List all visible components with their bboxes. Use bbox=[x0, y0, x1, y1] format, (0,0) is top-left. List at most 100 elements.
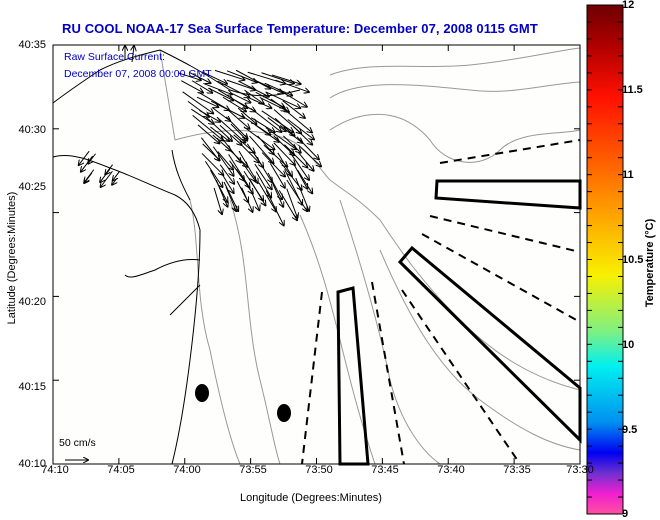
y-tick-label: 40:25 bbox=[18, 181, 46, 193]
y-tick-label: 40:15 bbox=[18, 381, 46, 393]
current-vector-icon bbox=[271, 182, 283, 207]
current-vector-icon bbox=[249, 135, 274, 163]
current-vector-icon bbox=[132, 46, 134, 63]
x-tick-label: 73:55 bbox=[239, 464, 267, 476]
colorbar-tick-label: 10.5 bbox=[622, 254, 644, 266]
current-vector-icon bbox=[225, 186, 236, 211]
current-vector-icon bbox=[269, 163, 285, 187]
current-vector-icon bbox=[202, 143, 220, 160]
separation-zone-line bbox=[429, 215, 581, 253]
current-timestamp: December 07, 2008 00:00 GMT bbox=[64, 68, 212, 80]
current-vector-icon bbox=[210, 126, 229, 141]
current-vector-icon bbox=[241, 187, 253, 212]
chart-title: RU COOL NOAA-17 Sea Surface Temperature:… bbox=[62, 21, 538, 36]
current-vector-icon bbox=[226, 70, 257, 83]
bathymetry-contour bbox=[329, 81, 581, 99]
current-vector-icon bbox=[100, 168, 111, 182]
separation-zone-line bbox=[421, 233, 581, 323]
current-vector-icon bbox=[254, 163, 272, 189]
current-vector-icon bbox=[225, 145, 248, 166]
current-vector-icon bbox=[267, 117, 286, 132]
x-tick-label: 74:00 bbox=[173, 464, 201, 476]
current-vector-icon bbox=[84, 169, 95, 183]
colorbar-tick-label: 9 bbox=[622, 508, 629, 520]
current-vector-icon bbox=[79, 150, 90, 165]
current-vector-icon bbox=[271, 74, 301, 84]
current-vector-icon bbox=[187, 100, 209, 117]
axis-ticks bbox=[53, 45, 580, 464]
plot-area bbox=[53, 45, 580, 464]
current-vector-icon bbox=[197, 124, 219, 143]
current-vector-icon bbox=[214, 69, 245, 79]
separation-zone-line bbox=[401, 289, 521, 465]
current-vector-icon bbox=[230, 92, 251, 103]
coast-segment bbox=[124, 259, 201, 278]
current-vector-icon bbox=[292, 161, 308, 189]
current-vector-icon bbox=[298, 144, 321, 166]
x-tick-label: 73:30 bbox=[566, 464, 594, 476]
current-vector-icon bbox=[295, 177, 309, 211]
bathymetry-contour bbox=[229, 199, 281, 465]
bathymetry-contour bbox=[189, 199, 241, 465]
y-tick-label: 40:10 bbox=[18, 458, 46, 470]
y-tick-label: 40:35 bbox=[18, 39, 46, 51]
coast-segment bbox=[169, 284, 201, 316]
current-vector-icon bbox=[273, 142, 295, 165]
current-vector-icon bbox=[255, 80, 283, 94]
current-vector-icon bbox=[222, 96, 246, 111]
current-vector-icon bbox=[113, 171, 120, 181]
current-vector-icon bbox=[215, 179, 227, 207]
current-vector-icon bbox=[284, 144, 307, 168]
current-vector-icon bbox=[219, 164, 234, 184]
current-vector-icon bbox=[196, 96, 218, 107]
current-vector-icon bbox=[248, 178, 265, 205]
current-vector-icon bbox=[220, 136, 241, 163]
current-vector-icon bbox=[236, 169, 253, 193]
current-vector-icon bbox=[208, 87, 233, 100]
current-vector-icon bbox=[88, 153, 96, 164]
current-vector-icon bbox=[199, 109, 220, 121]
bathymetry-contour bbox=[379, 249, 581, 451]
bathymetry-contour bbox=[329, 47, 581, 76]
current-vector-icon bbox=[265, 190, 284, 225]
current-vector-icon bbox=[217, 151, 233, 169]
current-vector-icon bbox=[191, 80, 212, 93]
bathymetry-contour bbox=[159, 49, 176, 141]
buoy-marker[interactable] bbox=[277, 404, 291, 422]
current-vector-icon bbox=[241, 161, 256, 181]
current-vector-icon bbox=[244, 89, 264, 104]
current-vector-icon bbox=[274, 117, 294, 136]
current-vector-icon bbox=[225, 107, 250, 129]
current-label: Raw Surface Current: bbox=[64, 51, 165, 63]
current-vector-icon bbox=[286, 188, 298, 218]
current-vector-icon bbox=[270, 98, 289, 112]
current-vector-icon bbox=[248, 97, 272, 108]
current-vector-icon bbox=[273, 135, 294, 155]
current-vector-icon bbox=[265, 91, 301, 108]
current-vector-icon bbox=[285, 110, 312, 132]
buoy-marker[interactable] bbox=[195, 384, 209, 402]
current-vector-icon bbox=[255, 124, 279, 142]
current-vector-icon bbox=[211, 107, 230, 121]
current-vector-icon bbox=[276, 88, 307, 107]
current-vector-icon bbox=[201, 153, 223, 175]
current-vector-icon bbox=[277, 152, 292, 176]
x-tick-label: 74:10 bbox=[41, 464, 69, 476]
current-vector-icon bbox=[226, 79, 255, 90]
current-vector-icon bbox=[228, 154, 250, 187]
x-tick-label: 73:50 bbox=[305, 464, 333, 476]
current-vector-icon bbox=[230, 123, 247, 140]
current-vector-icon bbox=[275, 79, 309, 92]
colorbar-tick-label: 11 bbox=[622, 169, 634, 181]
y-tick-label: 40:30 bbox=[18, 124, 46, 136]
separation-zone-line bbox=[371, 281, 405, 465]
coast-segment bbox=[171, 149, 191, 201]
current-vector-icon bbox=[255, 171, 271, 197]
current-vector-icon bbox=[250, 117, 275, 133]
scale-label: 50 cm/s bbox=[59, 437, 96, 449]
separation-zone-line bbox=[301, 291, 323, 465]
separation-zones bbox=[301, 139, 581, 465]
current-vector-icon bbox=[282, 100, 305, 118]
current-vector-icon bbox=[286, 179, 307, 211]
